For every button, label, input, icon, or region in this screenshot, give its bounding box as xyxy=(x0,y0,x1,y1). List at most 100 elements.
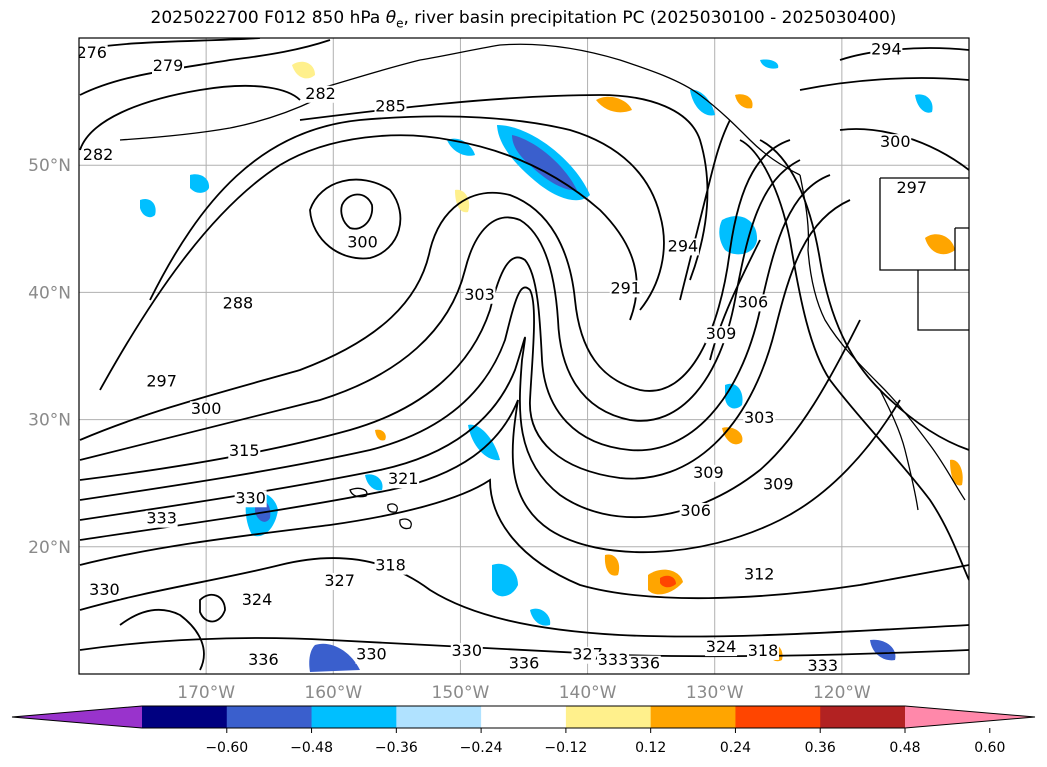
colorbar-outline xyxy=(11,705,1036,729)
contour-label: 324 xyxy=(242,590,273,609)
contour-label-bg xyxy=(82,146,115,164)
contour-line xyxy=(79,637,969,658)
pc-blob-positive xyxy=(735,94,753,109)
contour-label: 309 xyxy=(763,474,794,493)
colorbar-tick-label: −0.24 xyxy=(460,740,503,756)
contour-labels: 276 279 282 282 285 288 291 294 294 297 297 300 300 3… xyxy=(76,39,928,674)
contour-line xyxy=(119,608,205,671)
contour-label: 297 xyxy=(146,371,177,390)
contour-label-bg xyxy=(743,410,776,428)
contour-label-bg xyxy=(234,490,267,508)
contour-label: 303 xyxy=(744,408,775,427)
contour-label-bg xyxy=(88,581,121,599)
contour-label: 300 xyxy=(347,233,378,252)
contour-label: 336 xyxy=(630,654,661,673)
lon-tick-label: 140°W xyxy=(559,683,617,703)
contour-label: 282 xyxy=(305,84,336,103)
contour-label-bg xyxy=(747,642,780,660)
pc-blob-positive xyxy=(375,429,386,441)
lat-tick-label: 50°N xyxy=(28,156,71,176)
longitude-labels: 170°W 160°W 150°W 140°W 130°W 120°W xyxy=(177,683,871,703)
contour-label: 306 xyxy=(680,501,711,520)
contour-line xyxy=(739,139,969,581)
map-title: 2025022700 F012 850 hPa θe, river basin … xyxy=(0,8,1047,30)
pc-blob-negative xyxy=(492,563,518,597)
lon-tick-label: 120°W xyxy=(813,683,871,703)
lon-tick-label: 160°W xyxy=(304,683,362,703)
contour-line xyxy=(309,178,402,260)
hawaii-islands xyxy=(349,487,412,530)
contour-label-bg xyxy=(304,85,337,103)
contour-label-bg xyxy=(228,443,261,461)
contour-line xyxy=(79,39,331,96)
contour-label-bg xyxy=(705,639,738,657)
contour-label: 309 xyxy=(706,324,737,343)
pc-blob-negative xyxy=(365,474,383,491)
contour-label-bg xyxy=(241,592,273,610)
contour-label: 318 xyxy=(748,641,779,660)
contour-line xyxy=(299,94,709,281)
contour-line xyxy=(759,139,969,451)
lat-tick-label: 40°N xyxy=(28,283,71,303)
title-main: 2025022700 F012 850 hPa xyxy=(150,8,386,28)
contour-label-bg xyxy=(450,642,483,660)
contour-label: 327 xyxy=(572,645,603,664)
colorbar-box xyxy=(565,706,652,728)
pc-blob-positive xyxy=(604,554,620,576)
contour-label: 294 xyxy=(871,39,902,58)
pc-blob-negative xyxy=(468,424,500,461)
contour-line xyxy=(99,134,638,391)
colorbar-tick-label: −0.36 xyxy=(375,740,418,756)
contour-label-bg xyxy=(628,655,661,673)
colorbar-tick-label: −0.12 xyxy=(544,740,587,756)
lat-tick-label: 30°N xyxy=(28,411,71,431)
contour-label: 327 xyxy=(324,571,355,590)
contour-line xyxy=(799,77,969,91)
contour-label-bg xyxy=(743,566,776,584)
colorbar-box xyxy=(820,706,906,728)
contour-label: 291 xyxy=(610,278,641,297)
contour-label: 294 xyxy=(668,236,699,255)
pc-blob-negative xyxy=(915,94,933,113)
contour-label: 309 xyxy=(693,463,724,482)
contour-line xyxy=(149,115,665,311)
colorbar-box xyxy=(396,706,482,728)
contour-label: 321 xyxy=(388,469,419,488)
contour-label-bg xyxy=(666,238,699,256)
contour-label-bg xyxy=(145,510,178,528)
pc-blob-negative xyxy=(309,643,360,672)
contour-label-bg xyxy=(145,373,178,391)
contour-label: 276 xyxy=(76,43,107,62)
colorbar-tick-label: −0.48 xyxy=(290,740,333,756)
contour-line xyxy=(199,593,226,623)
state-borders xyxy=(879,177,969,331)
contour-label: 303 xyxy=(464,285,495,304)
pc-blob-positive-core xyxy=(660,575,676,588)
contour-label: 318 xyxy=(375,556,406,575)
contour-line xyxy=(79,139,791,441)
contour-line xyxy=(79,557,969,638)
colorbar-tick-label: 0.60 xyxy=(974,740,1005,756)
colorbar-box xyxy=(650,706,736,728)
map-frame xyxy=(78,37,970,675)
contour-label: 330 xyxy=(452,641,483,660)
contour-label-bg xyxy=(387,471,420,489)
contour-line xyxy=(79,199,851,501)
contour-line xyxy=(709,239,761,361)
contour-label-bg xyxy=(323,572,356,590)
contour-label-bg xyxy=(762,476,795,494)
pc-blob-negative xyxy=(140,198,156,218)
contour-line xyxy=(79,319,861,521)
colorbar-box xyxy=(735,706,821,728)
contour-label: 306 xyxy=(738,292,769,311)
alaska-coast xyxy=(314,43,801,176)
contour-label: 324 xyxy=(706,637,737,656)
contour-line xyxy=(679,119,731,301)
na-west-coast xyxy=(799,174,966,501)
pc-blob-positive xyxy=(596,96,632,113)
colorbar-tick-label: 0.24 xyxy=(720,740,751,756)
contour-label-bg xyxy=(736,294,769,312)
contour-label: 336 xyxy=(509,654,540,673)
contour-label: 300 xyxy=(880,132,911,151)
